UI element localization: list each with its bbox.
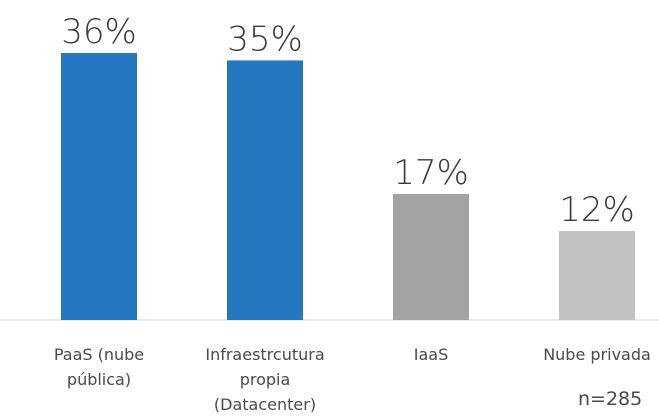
bar-value-label-2: 35%	[227, 19, 303, 59]
bar-value-label-3: 17%	[393, 153, 469, 193]
bar-2	[227, 60, 303, 321]
bar-3	[393, 193, 469, 320]
bar-4	[559, 231, 635, 320]
bar-value-label-1: 36%	[61, 12, 137, 52]
bar-value-label-4: 12%	[559, 190, 635, 230]
category-label-4: Nube privada	[543, 345, 651, 364]
category-label-1: PaaS (nube pública)	[54, 345, 144, 389]
category-label-2: Infraestrcutura propia (Datacenter)	[205, 345, 324, 414]
bar-1	[61, 53, 137, 320]
category-label-3: IaaS	[414, 345, 448, 364]
sample-size-note: n=285	[578, 388, 643, 410]
